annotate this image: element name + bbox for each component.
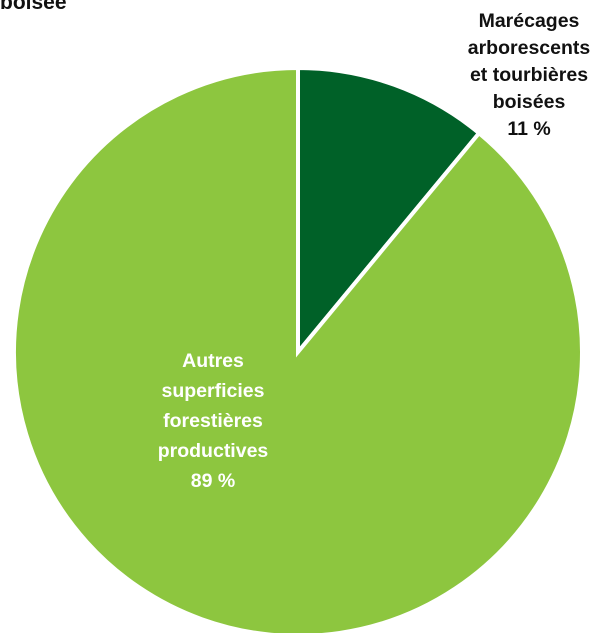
pie-slice-label-line: forestières — [163, 410, 263, 432]
pie-slice-2 — [12, 65, 584, 633]
pie-slice-value-label: 89 % — [191, 470, 235, 492]
pie-slice-label-line: et tourbières — [470, 64, 588, 86]
pie-slice-label-2: Autres superficies forestières productives 8… — [158, 350, 269, 492]
pie-slice-label-1: Marécages arborescents et tourbières boisée… — [468, 10, 591, 140]
pie-slice-label-line: arborescents — [468, 37, 591, 59]
pie-slice-value-label: 11 % — [507, 118, 550, 140]
pie-slice-label-line: Marécages — [479, 10, 580, 32]
pie-slice-1 — [296, 65, 482, 358]
pie-slice-label-line: productives — [158, 440, 269, 462]
pie-slice-label-line: superficies — [162, 380, 265, 402]
pie-slice-label-line: Autres — [182, 350, 244, 372]
pie-slice-label-line: boisées — [493, 91, 566, 113]
pie-labels: Marécages arborescents et tourbières boisée… — [158, 10, 591, 492]
chart-title-fragment: boisée — [0, 0, 67, 14]
pie-slices — [12, 65, 584, 633]
